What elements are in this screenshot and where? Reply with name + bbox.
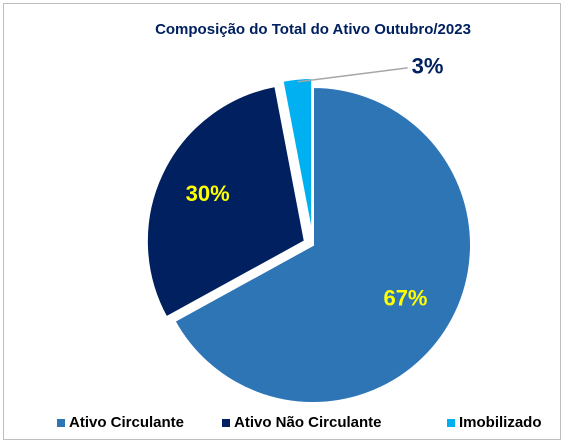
legend-label: Ativo Circulante [69,414,184,431]
legend-swatch [57,419,65,427]
legend-swatch [222,419,230,427]
legend-label: Imobilizado [459,414,542,431]
legend-label: Ativo Não Circulante [234,414,382,431]
legend-swatch [447,419,455,427]
data-label: 30% [186,181,230,206]
leader-line [297,67,408,83]
data-label: 67% [383,286,427,311]
pie-slice [145,84,306,319]
data-label: 3% [412,54,444,79]
chart-title: Composição do Total do Ativo Outubro/202… [155,21,471,38]
pie-slice [281,77,314,237]
pie-slice [173,85,472,404]
